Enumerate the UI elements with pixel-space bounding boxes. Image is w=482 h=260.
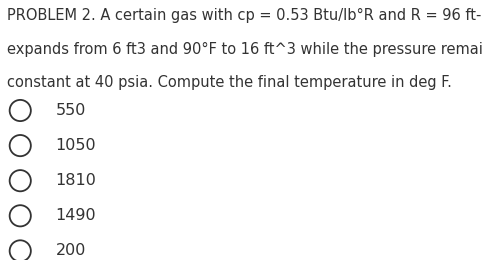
Text: 200: 200 bbox=[55, 243, 86, 258]
Text: constant at 40 psia. Compute the final temperature in deg F.: constant at 40 psia. Compute the final t… bbox=[7, 75, 452, 90]
Text: 550: 550 bbox=[55, 103, 86, 118]
Text: expands from 6 ft3 and 90°F to 16 ft^3 while the pressure remains: expands from 6 ft3 and 90°F to 16 ft^3 w… bbox=[7, 42, 482, 57]
Text: 1490: 1490 bbox=[55, 208, 96, 223]
Text: 1810: 1810 bbox=[55, 173, 96, 188]
Text: 1050: 1050 bbox=[55, 138, 96, 153]
Text: PROBLEM 2. A certain gas with cp = 0.53 Btu/lb°R and R = 96 ft-lb/lb°R,: PROBLEM 2. A certain gas with cp = 0.53 … bbox=[7, 8, 482, 23]
